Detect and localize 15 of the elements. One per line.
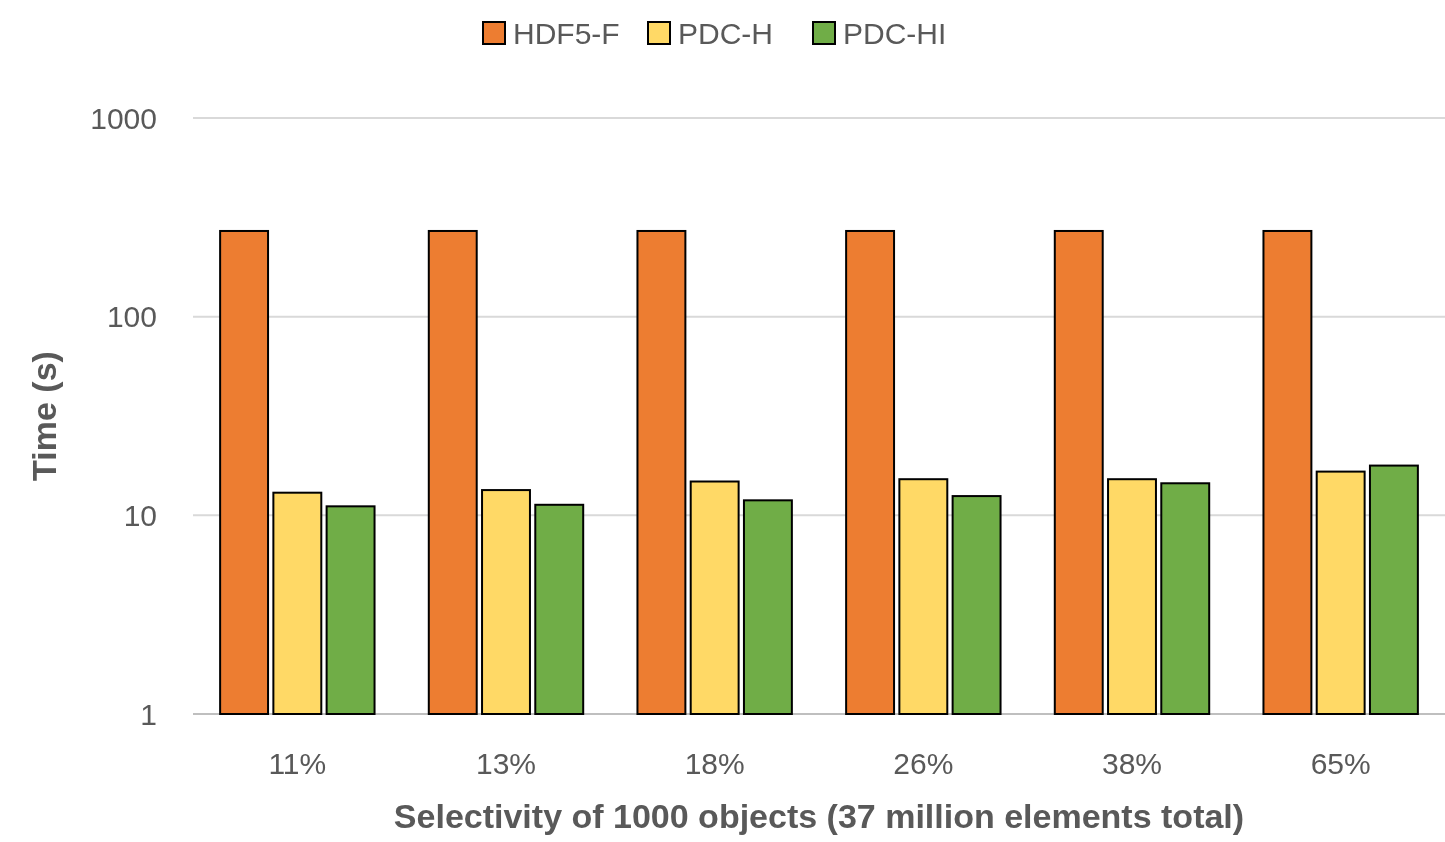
x-tick-label: 26% (893, 747, 954, 780)
legend-label: PDC-HI (843, 16, 947, 50)
x-tick-label: 38% (1101, 747, 1163, 780)
y-tick-label: 1000 (90, 101, 157, 135)
y-tick-label: 100 (106, 300, 157, 334)
x-tick-label: 65% (1310, 747, 1371, 780)
y-tick-label: 10 (123, 498, 157, 532)
legend-label: HDF5-F (513, 16, 620, 50)
x-tick-label: 11% (268, 747, 327, 780)
x-tick-label: 18% (684, 747, 745, 780)
x-tick-label: 13% (475, 747, 537, 780)
legend-label: PDC-H (678, 16, 773, 50)
y-tick-label: 1 (140, 697, 157, 731)
x-axis-title: Selectivity of 1000 objects (37 million elements total) (393, 797, 1245, 835)
y-axis-title: Time (s) (25, 351, 63, 481)
